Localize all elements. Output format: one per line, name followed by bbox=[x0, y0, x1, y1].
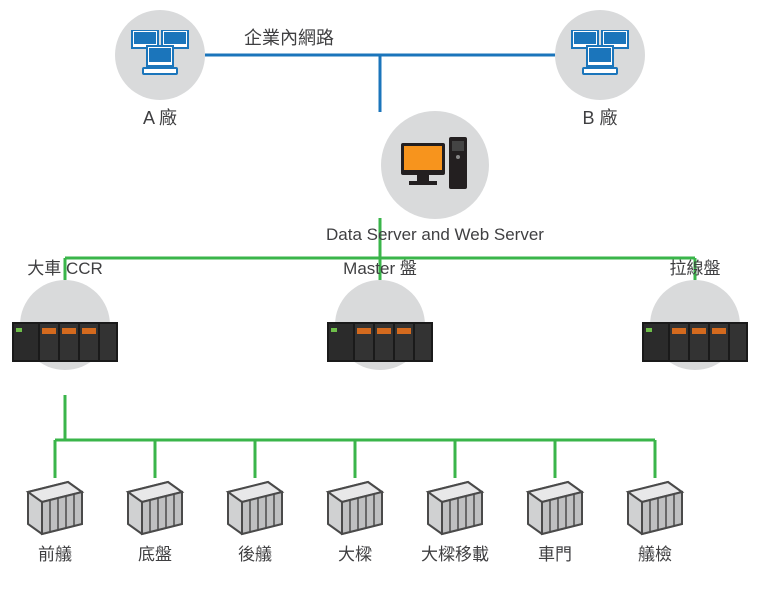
plant-a-label: A 廠 bbox=[143, 104, 177, 130]
plc-small-label: 艤檢 bbox=[638, 540, 672, 565]
plc-small-label: 底盤 bbox=[138, 540, 172, 565]
plant-b-circle bbox=[555, 10, 645, 100]
plc-rack-icon bbox=[327, 316, 433, 368]
plc-small-icon bbox=[320, 478, 390, 536]
plc-ccr-label: 大車 CCR bbox=[27, 254, 103, 279]
plant-b-label: B 廠 bbox=[582, 104, 617, 130]
plc-rack-icon bbox=[12, 316, 118, 368]
plc-small-label: 大樑 bbox=[338, 540, 372, 565]
enterprise-network-label: 企業內網路 bbox=[244, 24, 334, 50]
plc-small-label: 大樑移載 bbox=[421, 540, 489, 565]
server-circle bbox=[381, 111, 489, 219]
plc-small-node: 底盤 bbox=[115, 478, 195, 565]
plc-small-icon bbox=[420, 478, 490, 536]
plc-small-label: 後艤 bbox=[238, 540, 272, 565]
plc-small-label: 前艤 bbox=[38, 540, 72, 565]
plc-small-label: 車門 bbox=[538, 540, 572, 565]
plc-small-icon bbox=[520, 478, 590, 536]
plc-small-icon bbox=[620, 478, 690, 536]
pc-group-icon bbox=[128, 30, 192, 80]
plc-small-node: 後艤 bbox=[215, 478, 295, 565]
plc-rack-ccr bbox=[12, 316, 118, 373]
plc-small-node: 大樑 bbox=[315, 478, 395, 565]
plc-small-icon bbox=[20, 478, 90, 536]
plant-a-circle bbox=[115, 10, 205, 100]
plc-small-node: 車門 bbox=[515, 478, 595, 565]
server-node: Data Server and Web Server bbox=[326, 111, 544, 245]
plc-small-icon bbox=[120, 478, 190, 536]
server-icon bbox=[399, 135, 471, 195]
server-label: Data Server and Web Server bbox=[326, 225, 544, 245]
plc-small-icon bbox=[220, 478, 290, 536]
plc-rack-icon bbox=[642, 316, 748, 368]
plant-b-node: B 廠 bbox=[555, 10, 645, 130]
plc-rack-master bbox=[327, 316, 433, 373]
plant-a-node: A 廠 bbox=[115, 10, 205, 130]
plc-small-node: 艤檢 bbox=[615, 478, 695, 565]
plc-pull-label: 拉線盤 bbox=[670, 254, 721, 279]
plc-rack-pull bbox=[642, 316, 748, 373]
pc-group-icon bbox=[568, 30, 632, 80]
plc-small-node: 前艤 bbox=[15, 478, 95, 565]
plc-master-label: Master 盤 bbox=[343, 254, 417, 279]
plc-small-node: 大樑移載 bbox=[415, 478, 495, 565]
